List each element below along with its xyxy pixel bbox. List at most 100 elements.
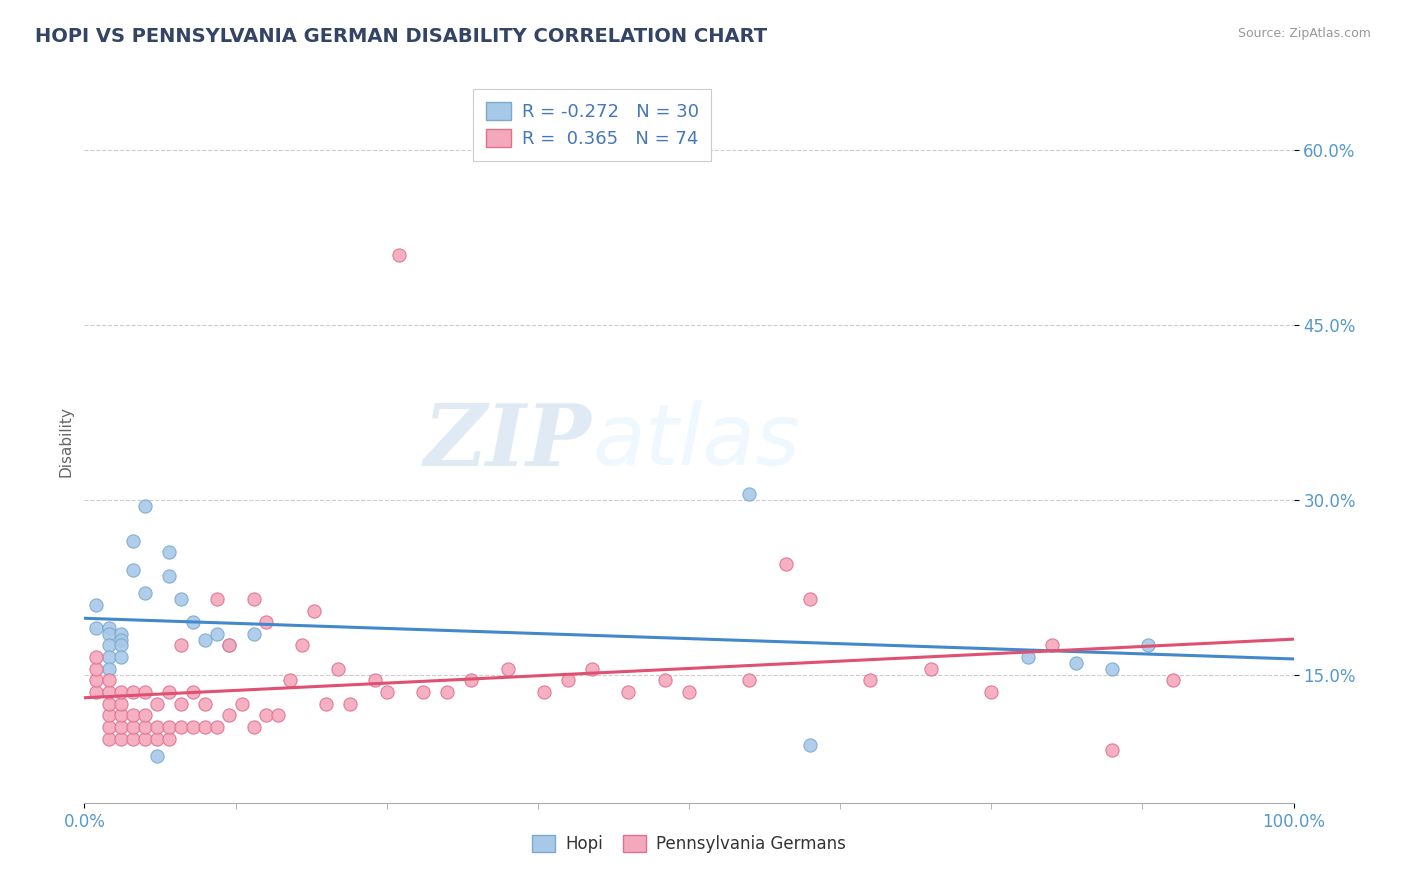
Y-axis label: Disability: Disability [58, 406, 73, 477]
Point [134, 499, 156, 513]
Point [121, 720, 143, 734]
Text: Source: ZipAtlas.com: Source: ZipAtlas.com [1237, 27, 1371, 40]
Point [97, 662, 120, 676]
Point [242, 627, 264, 641]
Point [207, 627, 229, 641]
Point [134, 708, 156, 723]
Point [1017, 650, 1039, 665]
Point [146, 749, 169, 764]
Point [339, 697, 361, 711]
Point [267, 708, 290, 723]
Point [121, 731, 143, 746]
Point [242, 720, 264, 734]
Point [194, 632, 217, 647]
Point [738, 673, 761, 688]
Point [134, 685, 156, 699]
Point [110, 697, 132, 711]
Point [242, 591, 264, 606]
Point [1161, 673, 1184, 688]
Point [97, 708, 120, 723]
Point [302, 603, 325, 617]
Point [121, 563, 143, 577]
Point [157, 685, 180, 699]
Point [231, 697, 253, 711]
Point [436, 685, 458, 699]
Point [278, 673, 301, 688]
Point [980, 685, 1002, 699]
Point [1137, 639, 1160, 653]
Point [86, 662, 108, 676]
Point [97, 639, 120, 653]
Point [134, 586, 156, 600]
Point [533, 685, 555, 699]
Point [134, 720, 156, 734]
Point [110, 720, 132, 734]
Point [1101, 662, 1123, 676]
Point [134, 731, 156, 746]
Point [110, 639, 132, 653]
Point [218, 708, 240, 723]
Point [460, 673, 482, 688]
Point [110, 685, 132, 699]
Point [97, 731, 120, 746]
Point [181, 615, 204, 630]
Point [146, 731, 169, 746]
Point [121, 685, 143, 699]
Point [157, 720, 180, 734]
Point [207, 591, 229, 606]
Point [920, 662, 942, 676]
Point [157, 545, 180, 559]
Point [799, 738, 821, 752]
Point [146, 697, 169, 711]
Point [412, 685, 434, 699]
Point [775, 557, 797, 571]
Text: ZIP: ZIP [425, 400, 592, 483]
Point [388, 248, 411, 262]
Point [110, 632, 132, 647]
Point [617, 685, 640, 699]
Point [86, 650, 108, 665]
Legend: Hopi, Pennsylvania Germans: Hopi, Pennsylvania Germans [524, 828, 853, 860]
Point [181, 685, 204, 699]
Point [375, 685, 398, 699]
Point [1101, 743, 1123, 757]
Point [97, 627, 120, 641]
Point [678, 685, 700, 699]
Point [110, 731, 132, 746]
Point [86, 685, 108, 699]
Point [315, 697, 337, 711]
Text: atlas: atlas [592, 400, 800, 483]
Point [97, 697, 120, 711]
Point [291, 639, 314, 653]
Point [1040, 639, 1063, 653]
Point [97, 720, 120, 734]
Point [97, 673, 120, 688]
Point [363, 673, 385, 688]
Point [86, 598, 108, 612]
Point [121, 533, 143, 548]
Point [146, 720, 169, 734]
Point [170, 591, 193, 606]
Point [157, 568, 180, 582]
Point [859, 673, 882, 688]
Point [97, 650, 120, 665]
Point [170, 697, 193, 711]
Point [86, 673, 108, 688]
Point [1064, 656, 1087, 670]
Point [110, 627, 132, 641]
Point [121, 708, 143, 723]
Point [110, 650, 132, 665]
Point [654, 673, 676, 688]
Point [557, 673, 579, 688]
Point [170, 720, 193, 734]
Text: HOPI VS PENNSYLVANIA GERMAN DISABILITY CORRELATION CHART: HOPI VS PENNSYLVANIA GERMAN DISABILITY C… [35, 27, 768, 45]
Point [218, 639, 240, 653]
Point [581, 662, 603, 676]
Point [218, 639, 240, 653]
Point [254, 615, 277, 630]
Point [194, 697, 217, 711]
Point [97, 685, 120, 699]
Point [328, 662, 350, 676]
Point [110, 708, 132, 723]
Point [157, 731, 180, 746]
